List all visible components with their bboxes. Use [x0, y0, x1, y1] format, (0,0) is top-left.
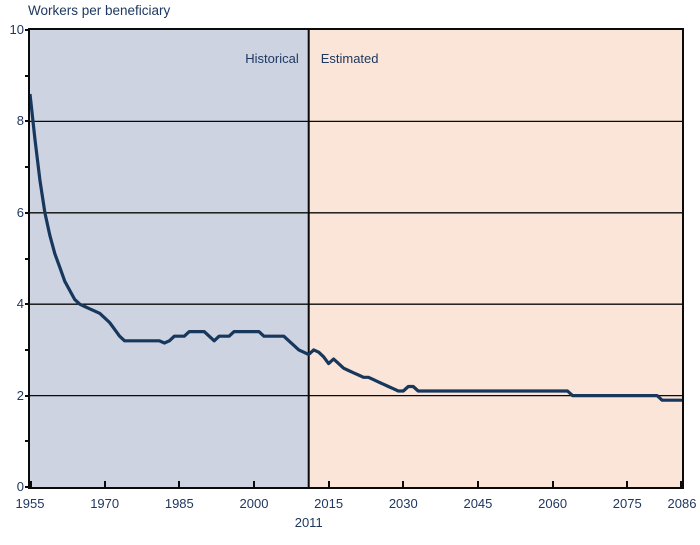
- y-tick-mark: [25, 486, 30, 488]
- x-tick-mark: [178, 481, 181, 487]
- y-tick-label: 10: [9, 22, 24, 37]
- y-tick-mark: [25, 440, 30, 443]
- x-tick-label: 2030: [388, 496, 418, 511]
- y-tick-label: 6: [16, 204, 24, 220]
- x-tick-label: 2015: [314, 496, 344, 511]
- x-tick-mark: [402, 481, 405, 487]
- x-tick-label: 2060: [538, 496, 568, 511]
- y-tick-mark: [25, 303, 30, 306]
- x-tick-label: 1985: [164, 496, 194, 511]
- historical-label: Historical: [245, 51, 299, 66]
- chart-title: Workers per beneficiary: [28, 3, 171, 18]
- x-tick-label: 1970: [90, 496, 120, 511]
- y-tick-mark: [25, 120, 30, 123]
- y-tick-mark: [25, 257, 30, 260]
- y-tick-mark: [25, 394, 30, 397]
- x-tick-label: 2045: [463, 496, 493, 511]
- y-tick-label: 8: [16, 113, 24, 129]
- x-tick-label: 2075: [612, 496, 642, 511]
- historical-region: [30, 30, 309, 487]
- x-tick-mark: [103, 481, 106, 487]
- x-tick-mark: [327, 481, 330, 487]
- x-tick-mark: [551, 481, 554, 487]
- x-tick-label: 1955: [15, 496, 45, 511]
- y-tick-mark: [25, 29, 30, 31]
- x-tick-label: 2086: [667, 496, 697, 511]
- x-tick-label: 2000: [239, 496, 269, 511]
- x-tick-mark: [252, 481, 255, 487]
- plot-area: Historical Estimated: [28, 28, 684, 489]
- y-tick-mark: [25, 166, 30, 169]
- y-tick-mark: [25, 348, 30, 351]
- chart-canvas: [30, 30, 682, 487]
- x-tick-mark: [626, 481, 629, 487]
- estimated-label: Estimated: [320, 51, 379, 66]
- y-tick-label: 0: [16, 479, 24, 494]
- y-tick-mark: [25, 211, 30, 214]
- y-tick-mark: [25, 74, 30, 77]
- y-tick-label: 2: [16, 387, 24, 403]
- x-tick-mark: [476, 481, 479, 487]
- x-tick-mark: [30, 481, 32, 487]
- x-tick-mark: [680, 481, 682, 487]
- divider-year-label: 2011: [294, 515, 323, 530]
- estimated-region: [308, 30, 682, 487]
- y-tick-label: 4: [16, 296, 24, 312]
